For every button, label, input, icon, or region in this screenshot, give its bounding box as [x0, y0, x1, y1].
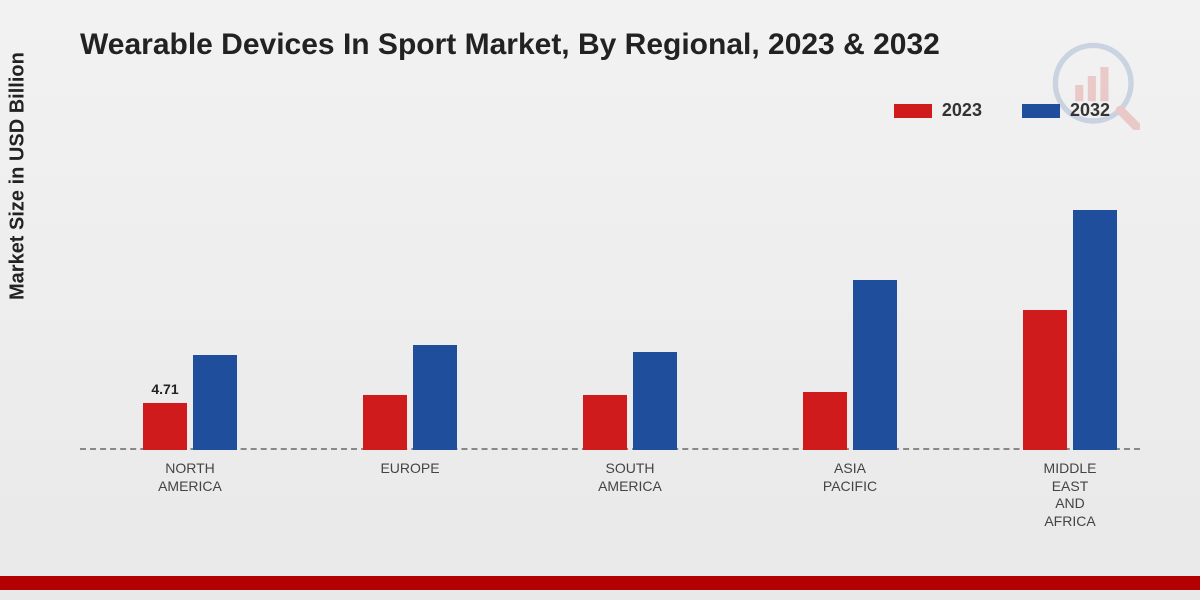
x-axis-category-label: ASIA PACIFIC — [780, 460, 920, 495]
bar-2032 — [853, 280, 897, 450]
x-axis-category-label: MIDDLE EAST AND AFRICA — [1000, 460, 1140, 530]
bar-2023 — [1023, 310, 1067, 450]
legend-swatch-2032 — [1022, 104, 1060, 118]
bar-group — [560, 352, 700, 450]
legend-item-2032: 2032 — [1022, 100, 1110, 121]
bar-value-label: 4.71 — [151, 381, 178, 397]
legend-label-2023: 2023 — [942, 100, 982, 121]
bar-group — [1000, 210, 1140, 450]
footer-accent-bar — [0, 576, 1200, 590]
legend-label-2032: 2032 — [1070, 100, 1110, 121]
bar-2032 — [633, 352, 677, 450]
legend-item-2023: 2023 — [894, 100, 982, 121]
legend-swatch-2023 — [894, 104, 932, 118]
plot-area: 4.71 — [80, 150, 1140, 450]
chart-title: Wearable Devices In Sport Market, By Reg… — [80, 28, 940, 62]
x-axis-category-label: SOUTH AMERICA — [560, 460, 700, 495]
x-axis-labels: NORTH AMERICA EUROPE SOUTH AMERICA ASIA PAC… — [80, 460, 1140, 540]
bar-2032 — [413, 345, 457, 450]
bar-2023 — [803, 392, 847, 450]
bar-2023: 4.71 — [143, 403, 187, 450]
bar-2023 — [363, 395, 407, 450]
bar-group — [340, 345, 480, 450]
bar-2032 — [193, 355, 237, 450]
x-axis-category-label: EUROPE — [340, 460, 480, 478]
bar-group: 4.71 — [120, 355, 260, 450]
bar-2023 — [583, 395, 627, 450]
x-axis-category-label: NORTH AMERICA — [120, 460, 260, 495]
bar-group — [780, 280, 920, 450]
bar-2032 — [1073, 210, 1117, 450]
y-axis-label: Market Size in USD Billion — [7, 52, 30, 300]
legend: 2023 2032 — [894, 100, 1110, 121]
